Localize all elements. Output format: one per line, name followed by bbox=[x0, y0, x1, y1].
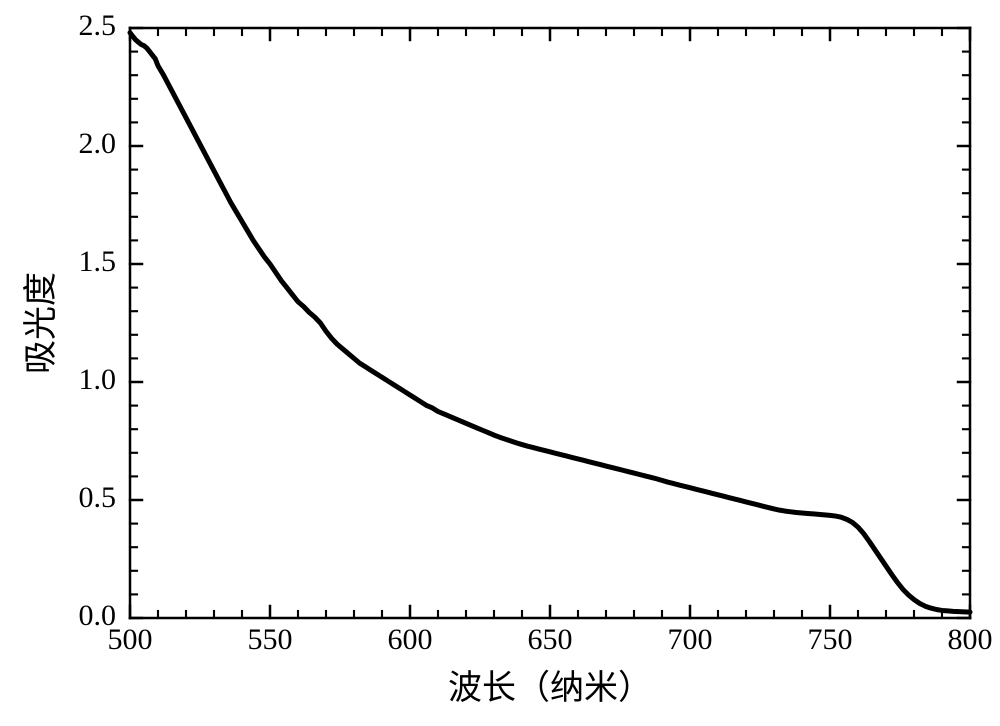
y-tick-label: 0.5 bbox=[79, 481, 117, 514]
y-tick-label: 1.5 bbox=[79, 245, 117, 278]
x-axis-label: 波长（纳米） bbox=[448, 669, 652, 707]
y-tick-label: 1.0 bbox=[79, 363, 117, 396]
x-tick-label: 750 bbox=[808, 623, 853, 656]
x-tick-label: 700 bbox=[668, 623, 713, 656]
chart-svg: 5005506006507007508000.00.51.01.52.02.5波… bbox=[0, 0, 1000, 726]
x-tick-label: 650 bbox=[528, 623, 573, 656]
y-tick-label: 2.0 bbox=[79, 127, 117, 160]
y-tick-label: 2.5 bbox=[79, 9, 117, 42]
y-axis-label: 吸光度 bbox=[22, 272, 60, 374]
absorbance-chart: 5005506006507007508000.00.51.01.52.02.5波… bbox=[0, 0, 1000, 726]
x-tick-label: 800 bbox=[948, 623, 993, 656]
x-tick-label: 600 bbox=[388, 623, 433, 656]
x-tick-label: 550 bbox=[248, 623, 293, 656]
y-tick-label: 0.0 bbox=[79, 599, 117, 632]
